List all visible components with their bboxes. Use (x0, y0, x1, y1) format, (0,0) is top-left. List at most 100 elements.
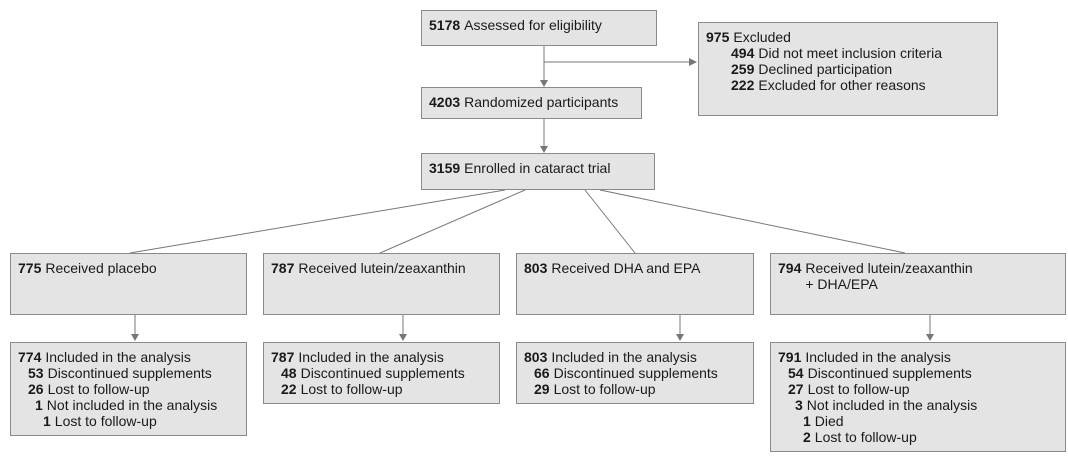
arrowhead (689, 58, 697, 66)
label: Received placebo (45, 260, 156, 276)
label-line: Received lutein/zeaxanthin (298, 260, 466, 276)
entry: 2 Lost to follow-up (778, 429, 1058, 445)
entry: 222 Excluded for other reasons (706, 77, 990, 93)
entry: 66 Discontinued supplements (524, 365, 746, 381)
arrowhead (540, 80, 548, 87)
label: Included in the analysis (805, 349, 951, 365)
entry: 54 Discontinued supplements (778, 365, 1058, 381)
entry: 1 Died (778, 413, 1058, 429)
label: Discontinued supplements (300, 365, 465, 381)
count: 794 (778, 260, 802, 276)
count: 66 (534, 365, 550, 381)
outcome-box: 774 Included in the analysis 53 Discontinue… (10, 342, 247, 436)
count: 3159 (429, 160, 461, 176)
entry: 27 Lost to follow-up (778, 381, 1058, 397)
outcome-box: 803 Included in the analysis 66 Discontinue… (516, 342, 754, 404)
label: Discontinued supplements (807, 365, 972, 381)
excluded-box: 975 Excluded 494 Did not meet inclusion cri… (698, 22, 998, 116)
label-line: Received DHA and EPA (551, 260, 701, 276)
count: 222 (731, 77, 755, 93)
count: 5178 (429, 17, 461, 33)
outcome-box: 791 Included in the analysis 54 Discontinue… (770, 342, 1066, 452)
count: 1 (35, 397, 43, 413)
entry: 48 Discontinued supplements (271, 365, 492, 381)
entry: 259 Declined participation (706, 61, 990, 77)
count: 54 (788, 365, 804, 381)
count: 775 (18, 260, 42, 276)
count: 53 (28, 365, 44, 381)
count: 259 (731, 61, 755, 77)
label: Excluded for other reasons (758, 77, 926, 93)
arm-box: 803 Received DHA and EPA (516, 253, 754, 315)
connector (599, 189, 906, 254)
count: 803 (524, 260, 548, 276)
count: 787 (271, 349, 295, 365)
entry: 975 Excluded (706, 29, 990, 45)
count: 4203 (429, 94, 461, 110)
randomized-box: 4203 Randomized participants (421, 87, 642, 119)
entry: 803 Included in the analysis (524, 349, 746, 365)
entry: 26 Lost to follow-up (18, 381, 239, 397)
label: Lost to follow-up (47, 381, 150, 397)
label: Included in the analysis (45, 349, 191, 365)
label-line: + DHA/EPA (805, 276, 878, 292)
entry: 774 Included in the analysis (18, 349, 239, 365)
enrolled-box: 3159 Enrolled in cataract trial (421, 153, 655, 190)
entry: 3159 Enrolled in cataract trial (429, 160, 647, 176)
assessed-box: 5178 Assessed for eligibility (421, 10, 657, 46)
entry: 4203 Randomized participants (429, 94, 634, 110)
connector (379, 189, 526, 254)
label: Not included in the analysis (46, 397, 218, 413)
connector (129, 189, 506, 254)
arrowhead (131, 334, 139, 341)
entry: 1 Lost to follow-up (18, 413, 239, 429)
count: 774 (18, 349, 42, 365)
label: Received lutein/zeaxanthin + DHA/EPA (805, 260, 972, 292)
entry: 494 Did not meet inclusion criteria (706, 45, 990, 61)
count: 787 (271, 260, 295, 276)
label: Lost to follow-up (807, 381, 910, 397)
count: 29 (534, 381, 550, 397)
outcome-box: 787 Included in the analysis 48 Discontinue… (263, 342, 500, 404)
label-line: Received lutein/zeaxanthin (805, 260, 973, 276)
label: Lost to follow-up (814, 429, 917, 445)
label: Did not meet inclusion criteria (758, 45, 942, 61)
arrowhead (676, 334, 684, 341)
entry: 794 Received lutein/zeaxanthin + DHA/EPA (778, 260, 1058, 292)
label: Randomized participants (464, 94, 619, 110)
entry: 787 Received lutein/zeaxanthin (271, 260, 492, 276)
entry: 53 Discontinued supplements (18, 365, 239, 381)
count: 975 (706, 29, 730, 45)
arrowhead (540, 146, 548, 153)
label: Lost to follow-up (300, 381, 403, 397)
label: Enrolled in cataract trial (464, 160, 611, 176)
count: 1 (803, 413, 811, 429)
entry: 3 Not included in the analysis (778, 397, 1058, 413)
count: 2 (803, 429, 811, 445)
count: 1 (43, 413, 51, 429)
label: Discontinued supplements (47, 365, 212, 381)
arrowhead (399, 334, 407, 341)
count: 3 (795, 397, 803, 413)
count: 48 (281, 365, 297, 381)
count: 22 (281, 381, 297, 397)
count: 791 (778, 349, 802, 365)
label: Declined participation (758, 61, 893, 77)
label: Not included in the analysis (806, 397, 978, 413)
entry: 791 Included in the analysis (778, 349, 1058, 365)
count: 803 (524, 349, 548, 365)
label: Assessed for eligibility (464, 17, 602, 33)
arm-box: 775 Received placebo (10, 253, 247, 315)
arm-box: 794 Received lutein/zeaxanthin + DHA/EPA (770, 253, 1066, 315)
count: 26 (28, 381, 44, 397)
label: Lost to follow-up (54, 413, 157, 429)
count: 494 (731, 45, 755, 61)
label: Received DHA and EPA (551, 260, 700, 276)
label: Discontinued supplements (553, 365, 718, 381)
arrowhead (926, 334, 934, 341)
entry: 22 Lost to follow-up (271, 381, 492, 397)
label: Lost to follow-up (553, 381, 656, 397)
count: 27 (788, 381, 804, 397)
